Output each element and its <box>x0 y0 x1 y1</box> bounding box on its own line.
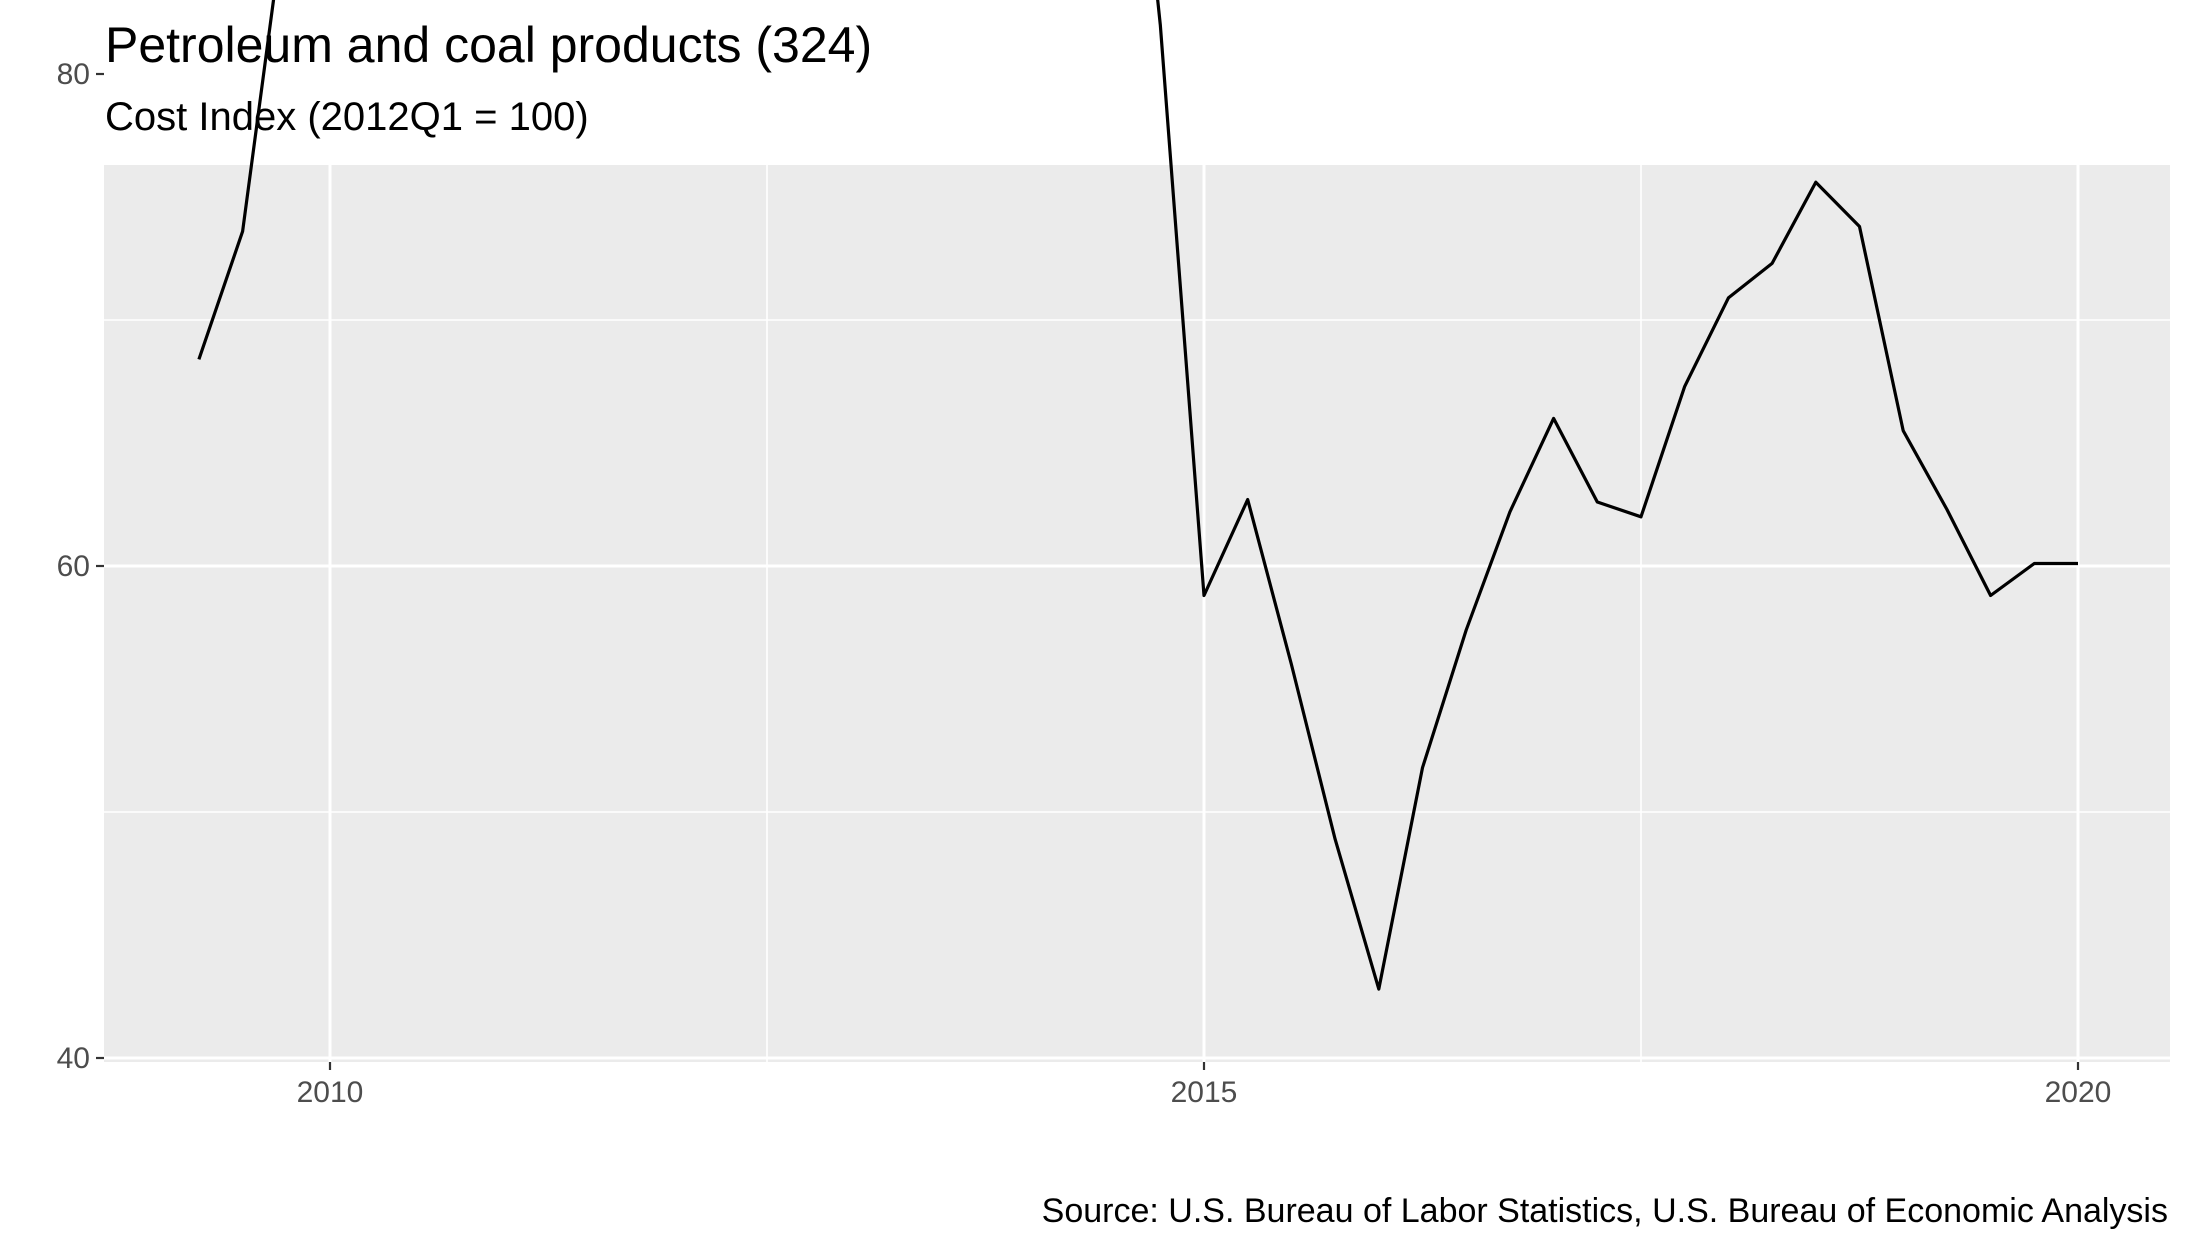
axis-ticks <box>96 72 2080 1070</box>
chart-title: Petroleum and coal products (324) <box>105 17 872 73</box>
plot-panel <box>104 165 2170 1062</box>
x-tick-label: 2020 <box>2045 1076 2112 1109</box>
series-line <box>197 0 2078 991</box>
x-tick-label: 2015 <box>1171 1076 1238 1109</box>
x-tick-label: 2010 <box>297 1076 364 1109</box>
chart-subtitle: Cost Index (2012Q1 = 100) <box>105 95 589 139</box>
y-tick-labels: 406080100 <box>57 58 90 1075</box>
chart-caption: Source: U.S. Bureau of Labor Statistics,… <box>1042 1192 2168 1230</box>
x-tick-labels: 2010 2015 2020 <box>297 1076 2112 1109</box>
y-tick-label: 80 <box>57 58 90 91</box>
y-tick-label: 40 <box>57 1042 90 1075</box>
minor-gridlines <box>104 165 2170 1062</box>
y-tick-label: 60 <box>57 550 90 583</box>
major-gridlines <box>104 72 2170 1062</box>
